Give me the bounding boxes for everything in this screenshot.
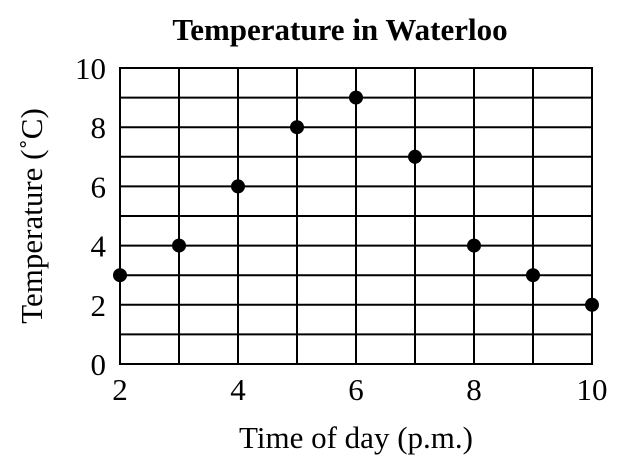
- data-points: [113, 90, 599, 312]
- x-tick-label: 10: [577, 372, 608, 407]
- data-point: [585, 297, 599, 312]
- x-tick-label: 6: [348, 372, 364, 407]
- x-tick-label: 2: [112, 372, 128, 407]
- x-tick-labels: 2 4 6 8 10: [112, 372, 607, 407]
- data-point: [113, 268, 127, 283]
- y-tick-label: 6: [91, 169, 107, 204]
- data-point: [408, 149, 422, 164]
- y-tick-labels: 0 2 4 6 8 10: [75, 51, 107, 382]
- plot-frame: [119, 67, 593, 365]
- data-point: [231, 179, 245, 194]
- data-point: [526, 268, 540, 283]
- grid-lines: [119, 67, 593, 365]
- data-point: [290, 120, 304, 135]
- data-point: [349, 90, 363, 105]
- y-tick-label: 8: [91, 110, 107, 145]
- x-tick-label: 8: [466, 372, 482, 407]
- x-tick-label: 4: [230, 372, 246, 407]
- y-tick-label: 2: [91, 288, 107, 323]
- data-point: [467, 238, 481, 253]
- y-tick-label: 0: [91, 347, 107, 382]
- data-point: [172, 238, 186, 253]
- y-axis-label: Temperature (˚C): [14, 108, 49, 324]
- x-axis-label: Time of day (p.m.): [239, 420, 473, 455]
- y-tick-label: 10: [75, 51, 106, 86]
- chart-title: Temperature in Waterloo: [172, 12, 507, 47]
- y-tick-label: 4: [91, 229, 107, 264]
